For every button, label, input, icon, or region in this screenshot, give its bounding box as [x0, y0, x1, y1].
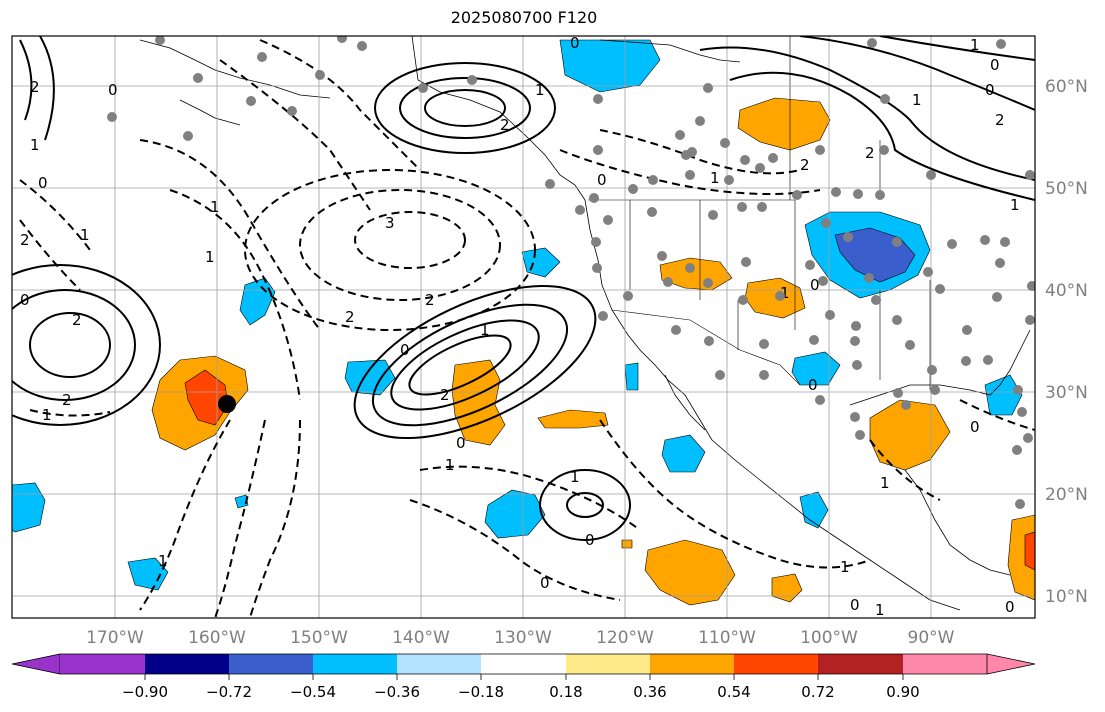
contour-label: 0 [808, 376, 818, 394]
contour-label: 0 [585, 531, 595, 549]
lon-tick-label: 160°W [188, 628, 246, 648]
colorbar-tick-label: 0.90 [886, 683, 919, 701]
lon-tick-label: 120°W [596, 628, 654, 648]
contour-label: 1 [80, 226, 90, 244]
colorbar-swatch [397, 654, 481, 674]
colorbar-tick-label: 0.72 [801, 683, 834, 701]
contour-label: 2 [995, 111, 1005, 129]
lon-tick-label: 110°W [698, 628, 756, 648]
contour-label: 1 [840, 558, 850, 576]
colorbar-tick-label: −0.36 [374, 683, 420, 701]
contour-label: 2 [20, 231, 30, 249]
contour-label: 0 [108, 81, 118, 99]
contour-label: 0 [970, 418, 980, 436]
colorbar-tick-label: 0.54 [717, 683, 750, 701]
colorbar-swatch [60, 654, 145, 674]
lon-tick-label: 130°W [494, 628, 552, 648]
contour-label: 0 [1005, 598, 1015, 616]
contour-label: 0 [38, 174, 48, 192]
contour-label: 2 [345, 308, 355, 326]
contour-label: 1 [875, 601, 885, 619]
contour-label: 2 [62, 391, 72, 409]
lon-tick-label: 100°W [800, 628, 858, 648]
colorbar-swatch [313, 654, 397, 674]
contour-label: 1 [912, 91, 922, 109]
contour-label: 0 [597, 171, 607, 189]
contour-label: 1 [210, 198, 220, 216]
contour-label: 1 [970, 36, 980, 54]
lon-tick-label: 140°W [392, 628, 450, 648]
contour-label: 2 [800, 156, 810, 174]
colorbar-swatch [650, 654, 734, 674]
contour-label: 1 [780, 284, 790, 302]
contour-label: 2 [72, 311, 82, 329]
contour-label: 1 [480, 321, 490, 339]
longitude-labels: 170°W 160°W 150°W 140°W 130°W 120°W 110°… [86, 628, 955, 648]
contour-label: 1 [205, 248, 215, 266]
station-dots [107, 36, 1035, 509]
colorbar-tick-label: −0.90 [122, 683, 168, 701]
lat-tick-label: 30°N [1045, 383, 1088, 403]
negative-contours [19, 39, 1035, 618]
lon-tick-label: 150°W [290, 628, 348, 648]
contour-label: 1 [710, 169, 720, 187]
graticule [12, 36, 1035, 618]
colorbar-tick-label: 0.36 [633, 683, 666, 701]
contour-label: 2 [440, 386, 450, 404]
colorbar-swatch [11, 653, 61, 675]
contour-label: 1 [1010, 196, 1020, 214]
contour-label: 0 [540, 574, 550, 592]
lon-tick-label: 170°W [86, 628, 144, 648]
contour-label: 1 [30, 136, 40, 154]
colorbar-tick-label: −0.18 [458, 683, 504, 701]
contour-label: 1 [158, 552, 168, 570]
lat-tick-label: 40°N [1045, 281, 1088, 301]
contour-labels: 2 1 0 1 2 0 1 2 2 0 1 2 3 2 1 0 1 0 1 0 … [20, 34, 1020, 619]
contour-label: 2 [865, 144, 875, 162]
colorbar-swatch [734, 654, 818, 674]
colorbar-tick-label: −0.54 [290, 683, 336, 701]
colorbar-swatch [903, 654, 987, 674]
contour-label: 2 [30, 78, 40, 96]
colorbar-swatch [818, 654, 903, 674]
lon-tick-label: 90°W [908, 628, 955, 648]
colorbar: −0.90 −0.72 −0.54 −0.36 −0.18 0.18 0.36 … [11, 653, 1036, 701]
plot-area: 2 1 0 1 2 0 1 2 2 0 1 2 3 2 1 0 1 0 1 0 … [12, 34, 1035, 619]
colorbar-swatch [566, 654, 650, 674]
contour-label: 0 [570, 34, 580, 52]
contour-label: 0 [810, 276, 820, 294]
colorbar-tick-label: −0.72 [206, 683, 252, 701]
map-title: 2025080700 F120 [450, 8, 598, 27]
contour-label: 0 [850, 596, 860, 614]
contour-label: 1 [535, 81, 545, 99]
lat-tick-label: 20°N [1045, 485, 1088, 505]
lat-tick-label: 50°N [1045, 179, 1088, 199]
contour-label: 1 [880, 474, 890, 492]
contour-label: 0 [20, 291, 30, 309]
contour-label: 1 [42, 406, 52, 424]
contour-label: 0 [990, 56, 1000, 74]
colorbar-tick-label: 0.18 [549, 683, 582, 701]
contour-label: 3 [385, 214, 395, 232]
contour-label: 1 [570, 468, 580, 486]
contour-label: 2 [425, 291, 435, 309]
colorbar-swatch [986, 653, 1036, 675]
lat-tick-label: 60°N [1045, 77, 1088, 97]
storm-center-marker [218, 395, 236, 413]
lat-tick-label: 10°N [1045, 587, 1088, 607]
contour-label: 2 [500, 116, 510, 134]
contour-label: 0 [985, 81, 995, 99]
plot-frame [11, 35, 1036, 619]
contour-label: 0 [400, 341, 410, 359]
positive-contours [12, 36, 1035, 541]
colorbar-swatch [481, 654, 566, 674]
colorbar-swatch [145, 654, 229, 674]
contour-label: 0 [456, 434, 466, 452]
colorbar-swatch [229, 654, 313, 674]
contour-label: 1 [445, 456, 455, 474]
latitude-labels: 60°N 50°N 40°N 30°N 20°N 10°N [1045, 77, 1088, 607]
